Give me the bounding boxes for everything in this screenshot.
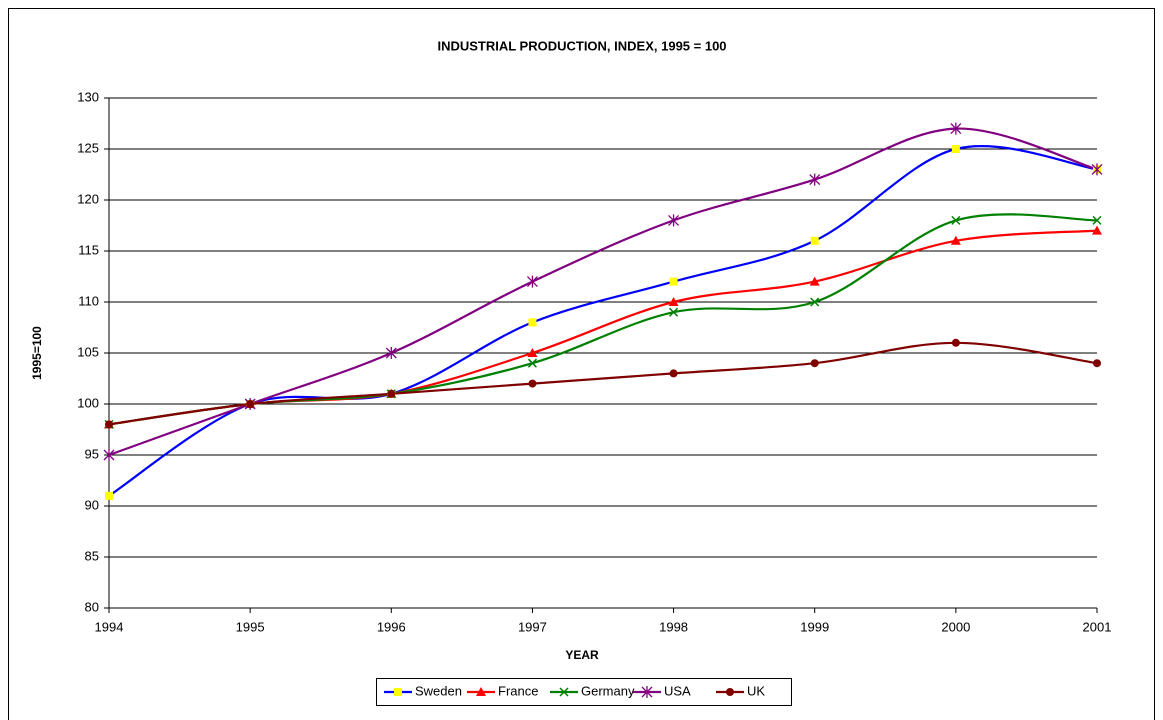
marker [527,348,538,357]
y-tick-label: 125 [77,140,99,155]
marker [105,420,113,429]
marker [527,358,537,368]
x-tick-label: 1998 [659,619,688,634]
marker [387,389,396,398]
marker [950,122,962,135]
x-tick-label: 2000 [941,619,970,634]
marker [526,275,538,288]
x-tick-label: 1997 [518,619,547,634]
y-tick-label: 100 [77,395,99,410]
y-tick-label: 80 [85,599,99,614]
x-tick-label: 1996 [377,619,406,634]
marker [528,318,537,327]
marker [810,359,819,368]
marker [951,338,960,347]
series-line [108,127,1098,457]
marker [668,214,680,227]
marker [810,297,820,307]
legend-label: UK [747,683,765,698]
y-tick-label: 85 [85,548,99,563]
marker [951,215,961,225]
marker [385,347,397,359]
legend: Sweden France Germany USA UK [376,678,792,706]
x-tick-label: 1999 [800,619,829,634]
marker [726,688,734,696]
marker [669,277,678,286]
x-axis-label: YEAR [565,648,599,662]
marker [1091,163,1103,176]
legend-label: USA [664,683,691,698]
chart-border [8,8,1155,720]
marker [809,276,820,286]
y-tick-label: 110 [78,293,99,308]
marker [950,235,961,245]
x-tick-label: 1995 [236,619,265,634]
x-tick-label: 1994 [95,619,124,634]
marker [810,236,819,245]
marker [1092,225,1102,235]
x-tick-label: 2001 [1083,619,1112,634]
marker [103,449,115,461]
marker [951,145,960,153]
legend-label: Sweden [415,683,462,698]
marker [669,369,678,378]
series-line [108,341,1098,426]
marker [476,687,486,696]
marker [394,688,402,696]
marker [668,297,679,306]
marker [246,400,255,408]
chart-title: INDUSTRIAL PRODUCTION, INDEX, 1995 = 100 [437,38,726,53]
y-tick-label: 105 [77,344,99,359]
marker [641,686,653,698]
y-tick-label: 115 [78,242,99,257]
y-tick-label: 130 [77,89,99,104]
marker [1092,215,1102,225]
legend-label: France [498,683,538,698]
legend-label: Germany [581,683,635,698]
marker [559,687,569,697]
y-axis-label: 1995=100 [30,326,44,380]
y-tick-label: 120 [77,191,99,206]
marker [809,173,821,186]
marker [528,379,537,388]
y-tick-label: 90 [85,497,99,512]
y-tick-label: 95 [85,446,99,461]
marker [1093,359,1101,368]
marker [669,307,679,317]
marker [105,491,113,500]
